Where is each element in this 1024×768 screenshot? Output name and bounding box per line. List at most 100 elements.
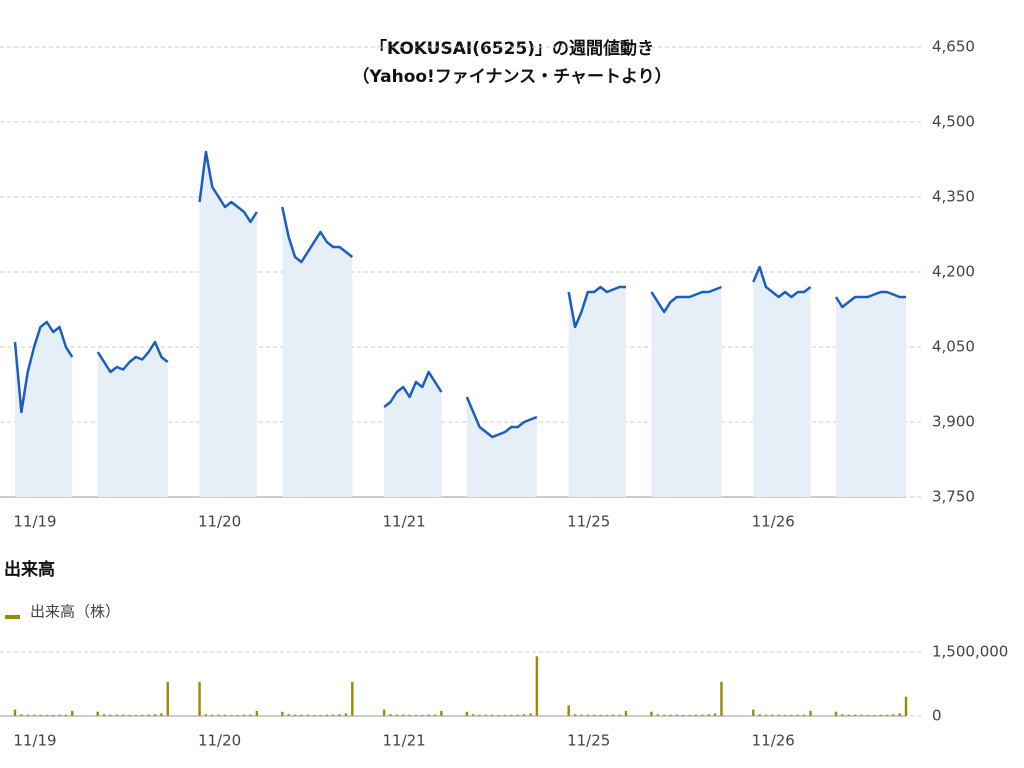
- volume-bar: [51, 714, 55, 716]
- volume-bar: [427, 714, 430, 716]
- volume-bar: [771, 714, 774, 716]
- chart-subtitle: （Yahoo!ファイナンス・チャートより）: [352, 66, 671, 87]
- volume-bar: [58, 714, 61, 716]
- volume-bar: [834, 711, 838, 716]
- volume-bar: [160, 713, 163, 716]
- volume-bar: [529, 713, 532, 716]
- volume-bar: [306, 714, 309, 716]
- volume-bar: [592, 714, 596, 716]
- y-tick-label: 3,750: [932, 488, 975, 506]
- x-tick-label: 11/26: [752, 732, 795, 750]
- volume-bar: [872, 714, 876, 716]
- volume-bar: [255, 710, 259, 716]
- volume-bar: [153, 714, 157, 716]
- y-tick-label: 4,650: [932, 38, 975, 56]
- volume-bar: [319, 714, 322, 716]
- volume-bar: [236, 714, 239, 716]
- volume-bar: [688, 714, 691, 716]
- volume-bar: [892, 714, 895, 716]
- volume-bar: [20, 714, 23, 716]
- volume-bar: [510, 714, 513, 716]
- volume-bar: [847, 714, 850, 716]
- volume-bar: [624, 710, 628, 716]
- volume-bar: [395, 714, 399, 716]
- volume-bar: [535, 656, 539, 716]
- volume-bar: [860, 714, 863, 716]
- volume-bar: [13, 709, 17, 716]
- volume-bar: [707, 714, 710, 716]
- y-tick-label: 4,050: [932, 338, 975, 356]
- y-tick-label: 4,350: [932, 188, 975, 206]
- volume-bar: [344, 713, 348, 716]
- volume-bar: [586, 714, 589, 716]
- volume-bar: [134, 714, 138, 716]
- volume-bar: [484, 714, 488, 716]
- volume-bar: [472, 714, 475, 716]
- volume-bar: [465, 711, 469, 716]
- chart-title: 「KOKUSAI(6525)」の週間値動き: [370, 38, 654, 59]
- y-tick-label: 4,500: [932, 113, 975, 131]
- volume-bar: [752, 709, 755, 716]
- volume-bar: [491, 714, 494, 716]
- volume-bar: [853, 714, 857, 716]
- volume-bar: [217, 714, 220, 716]
- volume-bar: [312, 714, 316, 716]
- volume-bar: [701, 714, 704, 716]
- volume-bar: [64, 714, 68, 716]
- volume-bar: [694, 714, 698, 716]
- volume-bar: [841, 714, 844, 716]
- volume-bar: [777, 714, 780, 716]
- volume-bar: [332, 714, 335, 716]
- volume-bar: [115, 714, 119, 716]
- volume-bar: [408, 714, 411, 716]
- volume-bar: [300, 714, 303, 716]
- volume-bar: [650, 711, 653, 716]
- volume-bar: [26, 714, 29, 716]
- volume-bar: [211, 714, 214, 716]
- volume-bar: [904, 696, 908, 716]
- volume-bar: [618, 714, 621, 716]
- volume-bar: [249, 714, 252, 716]
- volume-title: 出来高: [4, 559, 55, 580]
- volume-bar: [720, 681, 723, 716]
- volume-bar: [230, 714, 233, 716]
- volume-bar: [675, 714, 679, 716]
- volume-bar: [662, 714, 666, 716]
- volume-bar: [764, 714, 768, 716]
- x-tick-label: 11/20: [198, 732, 241, 750]
- volume-bar: [39, 714, 42, 716]
- volume-bar: [141, 714, 144, 716]
- volume-bar: [790, 714, 793, 716]
- volume-bar: [121, 714, 125, 716]
- volume-bar: [128, 714, 131, 716]
- volume-bar: [338, 714, 341, 716]
- volume-bar: [147, 714, 150, 716]
- volume-bar: [796, 714, 800, 716]
- x-tick-label: 11/19: [13, 513, 56, 531]
- volume-bar: [414, 714, 418, 716]
- volume-bar: [497, 714, 500, 716]
- volume-bar: [713, 713, 717, 716]
- volume-bar: [612, 714, 615, 716]
- x-tick-label: 11/26: [752, 513, 795, 531]
- x-tick-label: 11/25: [567, 513, 610, 531]
- volume-bar: [96, 711, 99, 716]
- y-tick-label: 0: [932, 707, 942, 725]
- volume-bar: [293, 714, 297, 716]
- x-tick-label: 11/20: [198, 513, 241, 531]
- volume-bar: [325, 714, 329, 716]
- volume-bar: [109, 714, 112, 716]
- volume-bar: [478, 714, 481, 716]
- volume-bar: [516, 714, 519, 716]
- volume-bar: [503, 714, 507, 716]
- volume-bar: [351, 681, 354, 716]
- volume-bar: [433, 714, 437, 716]
- legend-label: 出来高（株）: [30, 603, 120, 621]
- volume-bar: [421, 714, 424, 716]
- volume-bar: [389, 714, 392, 716]
- volume-bar: [599, 714, 602, 716]
- volume-bar: [166, 681, 169, 716]
- volume-bar: [573, 714, 577, 716]
- volume-bar: [669, 714, 672, 716]
